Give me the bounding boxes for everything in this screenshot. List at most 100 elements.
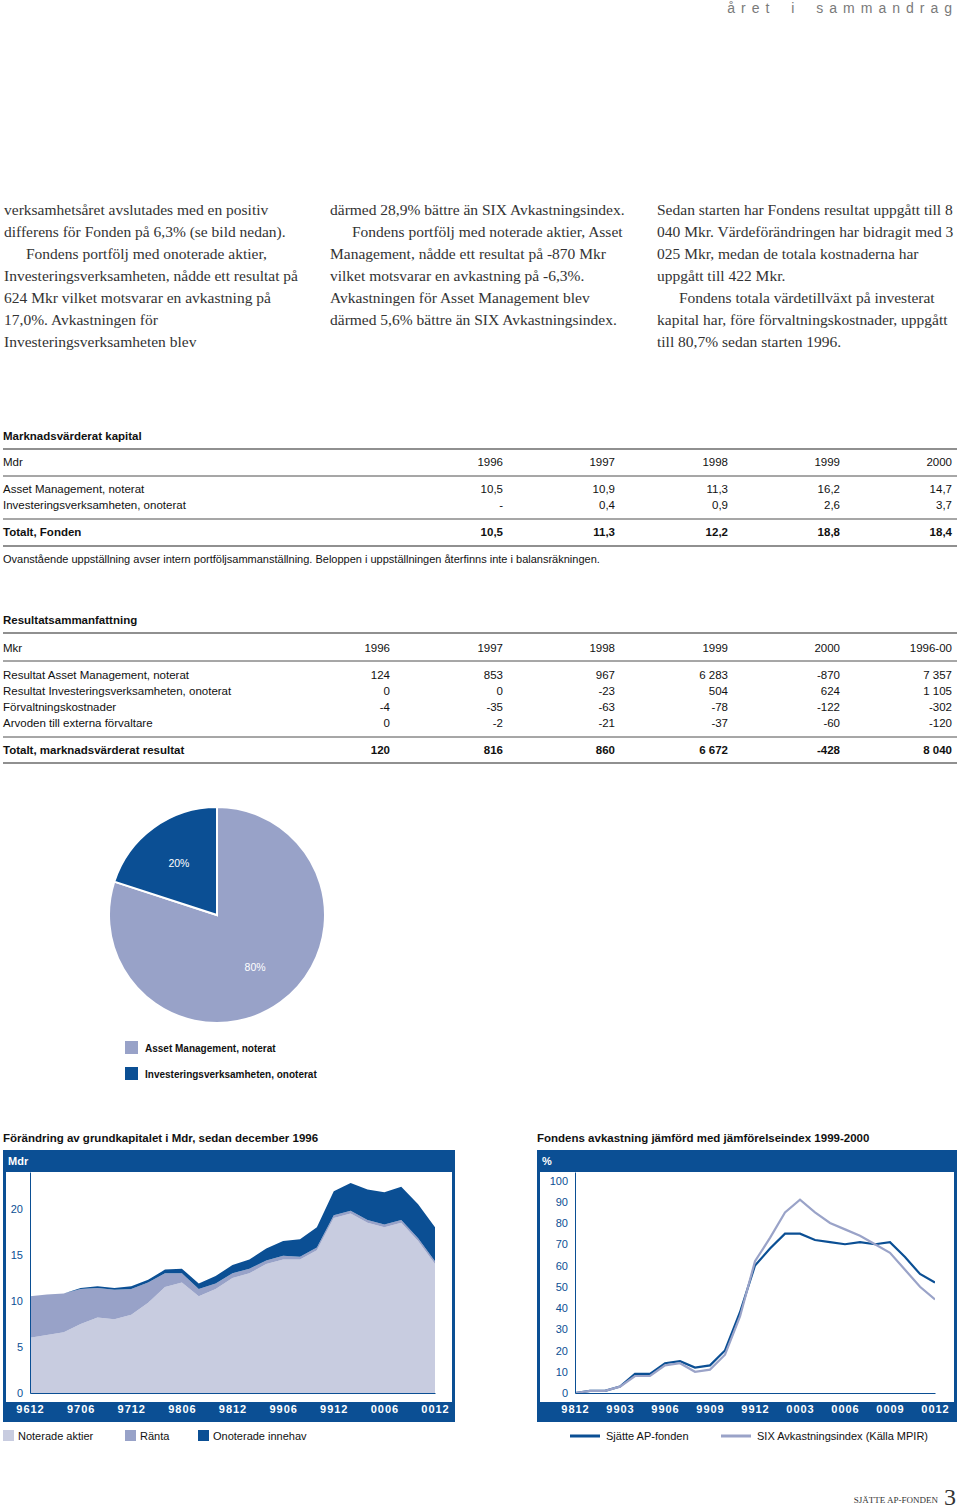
data-label: 80%	[245, 961, 266, 973]
table-header-cell: 1997	[477, 642, 503, 654]
y-tick-label: 90	[556, 1196, 568, 1208]
legend-swatch	[570, 1435, 600, 1438]
chart-frame	[537, 1150, 957, 1422]
table-header-cell: 1998	[702, 456, 728, 468]
legend-swatch	[721, 1435, 751, 1438]
legend-label: Investeringsverksamheten, onoterat	[145, 1069, 317, 1080]
table-cell: 0	[384, 685, 390, 697]
x-tick-label: 0006	[831, 1403, 859, 1415]
x-tick: 0006	[831, 1393, 859, 1415]
table-cell: -35	[486, 701, 503, 713]
line	[575, 1200, 935, 1393]
table-cell: -	[499, 499, 503, 511]
line	[575, 1234, 935, 1393]
table-cell: -23	[598, 685, 615, 697]
table-cell: 0,9	[712, 499, 728, 511]
table-rule	[3, 661, 957, 662]
table-total-cell: 860	[596, 744, 615, 756]
table-cell: -302	[929, 701, 952, 713]
x-tick-label: 9912	[741, 1403, 769, 1415]
table-cell: -37	[711, 717, 728, 729]
legend-label: SIX Avkastningsindex (Källa MPIR)	[757, 1430, 928, 1442]
table-header-cell: 2000	[814, 642, 840, 654]
y-tick: 60	[556, 1260, 575, 1272]
x-tick: 9906	[269, 1393, 297, 1415]
table-cell: -870	[817, 669, 840, 681]
y-axis-title: %	[542, 1155, 552, 1167]
plot-background	[540, 1172, 954, 1402]
page-number: 3	[944, 1484, 956, 1510]
text-column: Sedan starten har Fondens resultat uppgå…	[657, 199, 957, 353]
table-title: Resultatsammanfattning	[3, 614, 137, 626]
legend-label: Asset Management, noterat	[145, 1043, 276, 1054]
y-tick: 5	[17, 1341, 30, 1353]
legend: Noterade aktierRäntaOnoterade innehav	[3, 1430, 307, 1442]
y-tick-label: 80	[556, 1217, 568, 1229]
x-tick-label: 9906	[651, 1403, 679, 1415]
table-cell: 11,3	[706, 483, 728, 495]
table-rule	[3, 762, 957, 763]
table-rule	[3, 632, 957, 633]
x-tick-label: 9806	[168, 1403, 196, 1415]
x-tick-label: 9912	[320, 1403, 348, 1415]
table-cell: Investeringsverksamheten, onoterat	[3, 499, 187, 511]
x-tick-label: 0003	[786, 1403, 814, 1415]
y-tick-label: 50	[556, 1281, 568, 1293]
table-total-cell: Totalt, Fonden	[3, 526, 81, 538]
x-tick: 9812	[561, 1393, 589, 1415]
legend-label: Noterade aktier	[18, 1430, 94, 1442]
y-tick: 30	[556, 1323, 575, 1335]
chart: Fondens avkastning jämförd med jämförels…	[537, 1132, 957, 1442]
table-total-cell: 8 040	[923, 744, 952, 756]
legend-swatch	[3, 1430, 14, 1441]
table-rule	[3, 737, 957, 738]
x-axis: 961297069712980698129906991200060012	[16, 1393, 449, 1415]
table-total-cell: 816	[484, 744, 503, 756]
y-tick-label: 20	[556, 1345, 568, 1357]
table-header-cell: 1996	[477, 456, 503, 468]
table-cell: 1 105	[923, 685, 952, 697]
table-cell: 504	[709, 685, 729, 697]
table-total-cell: 10,5	[481, 526, 504, 538]
x-axis-line	[576, 1393, 936, 1394]
y-tick-label: 10	[556, 1366, 568, 1378]
pie-slice	[114, 807, 217, 915]
table-cell: 10,9	[593, 483, 615, 495]
paragraph: Fondens portfölj med onoterade aktier, I…	[4, 243, 304, 353]
y-tick-label: 5	[17, 1341, 23, 1353]
chart-title: Fondens avkastning jämförd med jämförels…	[537, 1132, 869, 1144]
chart-frame	[3, 1150, 455, 1422]
y-axis-line	[30, 1173, 31, 1394]
area	[30, 1211, 435, 1338]
table-total-cell: 18,4	[930, 526, 953, 538]
y-tick-label: 40	[556, 1302, 568, 1314]
table-cell: 3,7	[936, 499, 952, 511]
legend: Sjätte AP-fondenSIX Avkastningsindex (Kä…	[570, 1430, 928, 1442]
table-cell: -122	[817, 701, 840, 713]
y-tick: 80	[556, 1217, 575, 1229]
y-tick: 10	[11, 1295, 30, 1307]
table-cell: 6 283	[699, 669, 728, 681]
area	[30, 1183, 435, 1296]
x-tick: 9906	[651, 1393, 679, 1415]
table-total-cell: Totalt, marknadsvärderat resultat	[3, 744, 184, 756]
x-tick-label: 0012	[421, 1403, 449, 1415]
y-tick: 20	[556, 1345, 575, 1357]
y-tick-label: 100	[550, 1175, 568, 1187]
table-total-cell: 6 672	[699, 744, 728, 756]
x-tick-label: 9812	[561, 1403, 589, 1415]
paragraph: Fondens totala värdetillväxt på invester…	[657, 287, 957, 353]
x-tick-label: 0012	[921, 1403, 949, 1415]
table-cell: 853	[484, 669, 503, 681]
table-rule	[3, 448, 957, 449]
chart-title: Förändring av grundkapitalet i Mdr, seda…	[3, 1132, 318, 1144]
table-cell: 0	[384, 717, 390, 729]
table-header-cell: Mdr	[3, 456, 23, 468]
table-cell: 16,2	[818, 483, 840, 495]
table-header-cell: 1996	[364, 642, 390, 654]
x-tick-label: 0006	[371, 1403, 399, 1415]
y-tick: 40	[556, 1302, 575, 1314]
table-rule	[3, 519, 957, 520]
x-tick: 9912	[320, 1393, 348, 1415]
table-cell: -60	[823, 717, 840, 729]
